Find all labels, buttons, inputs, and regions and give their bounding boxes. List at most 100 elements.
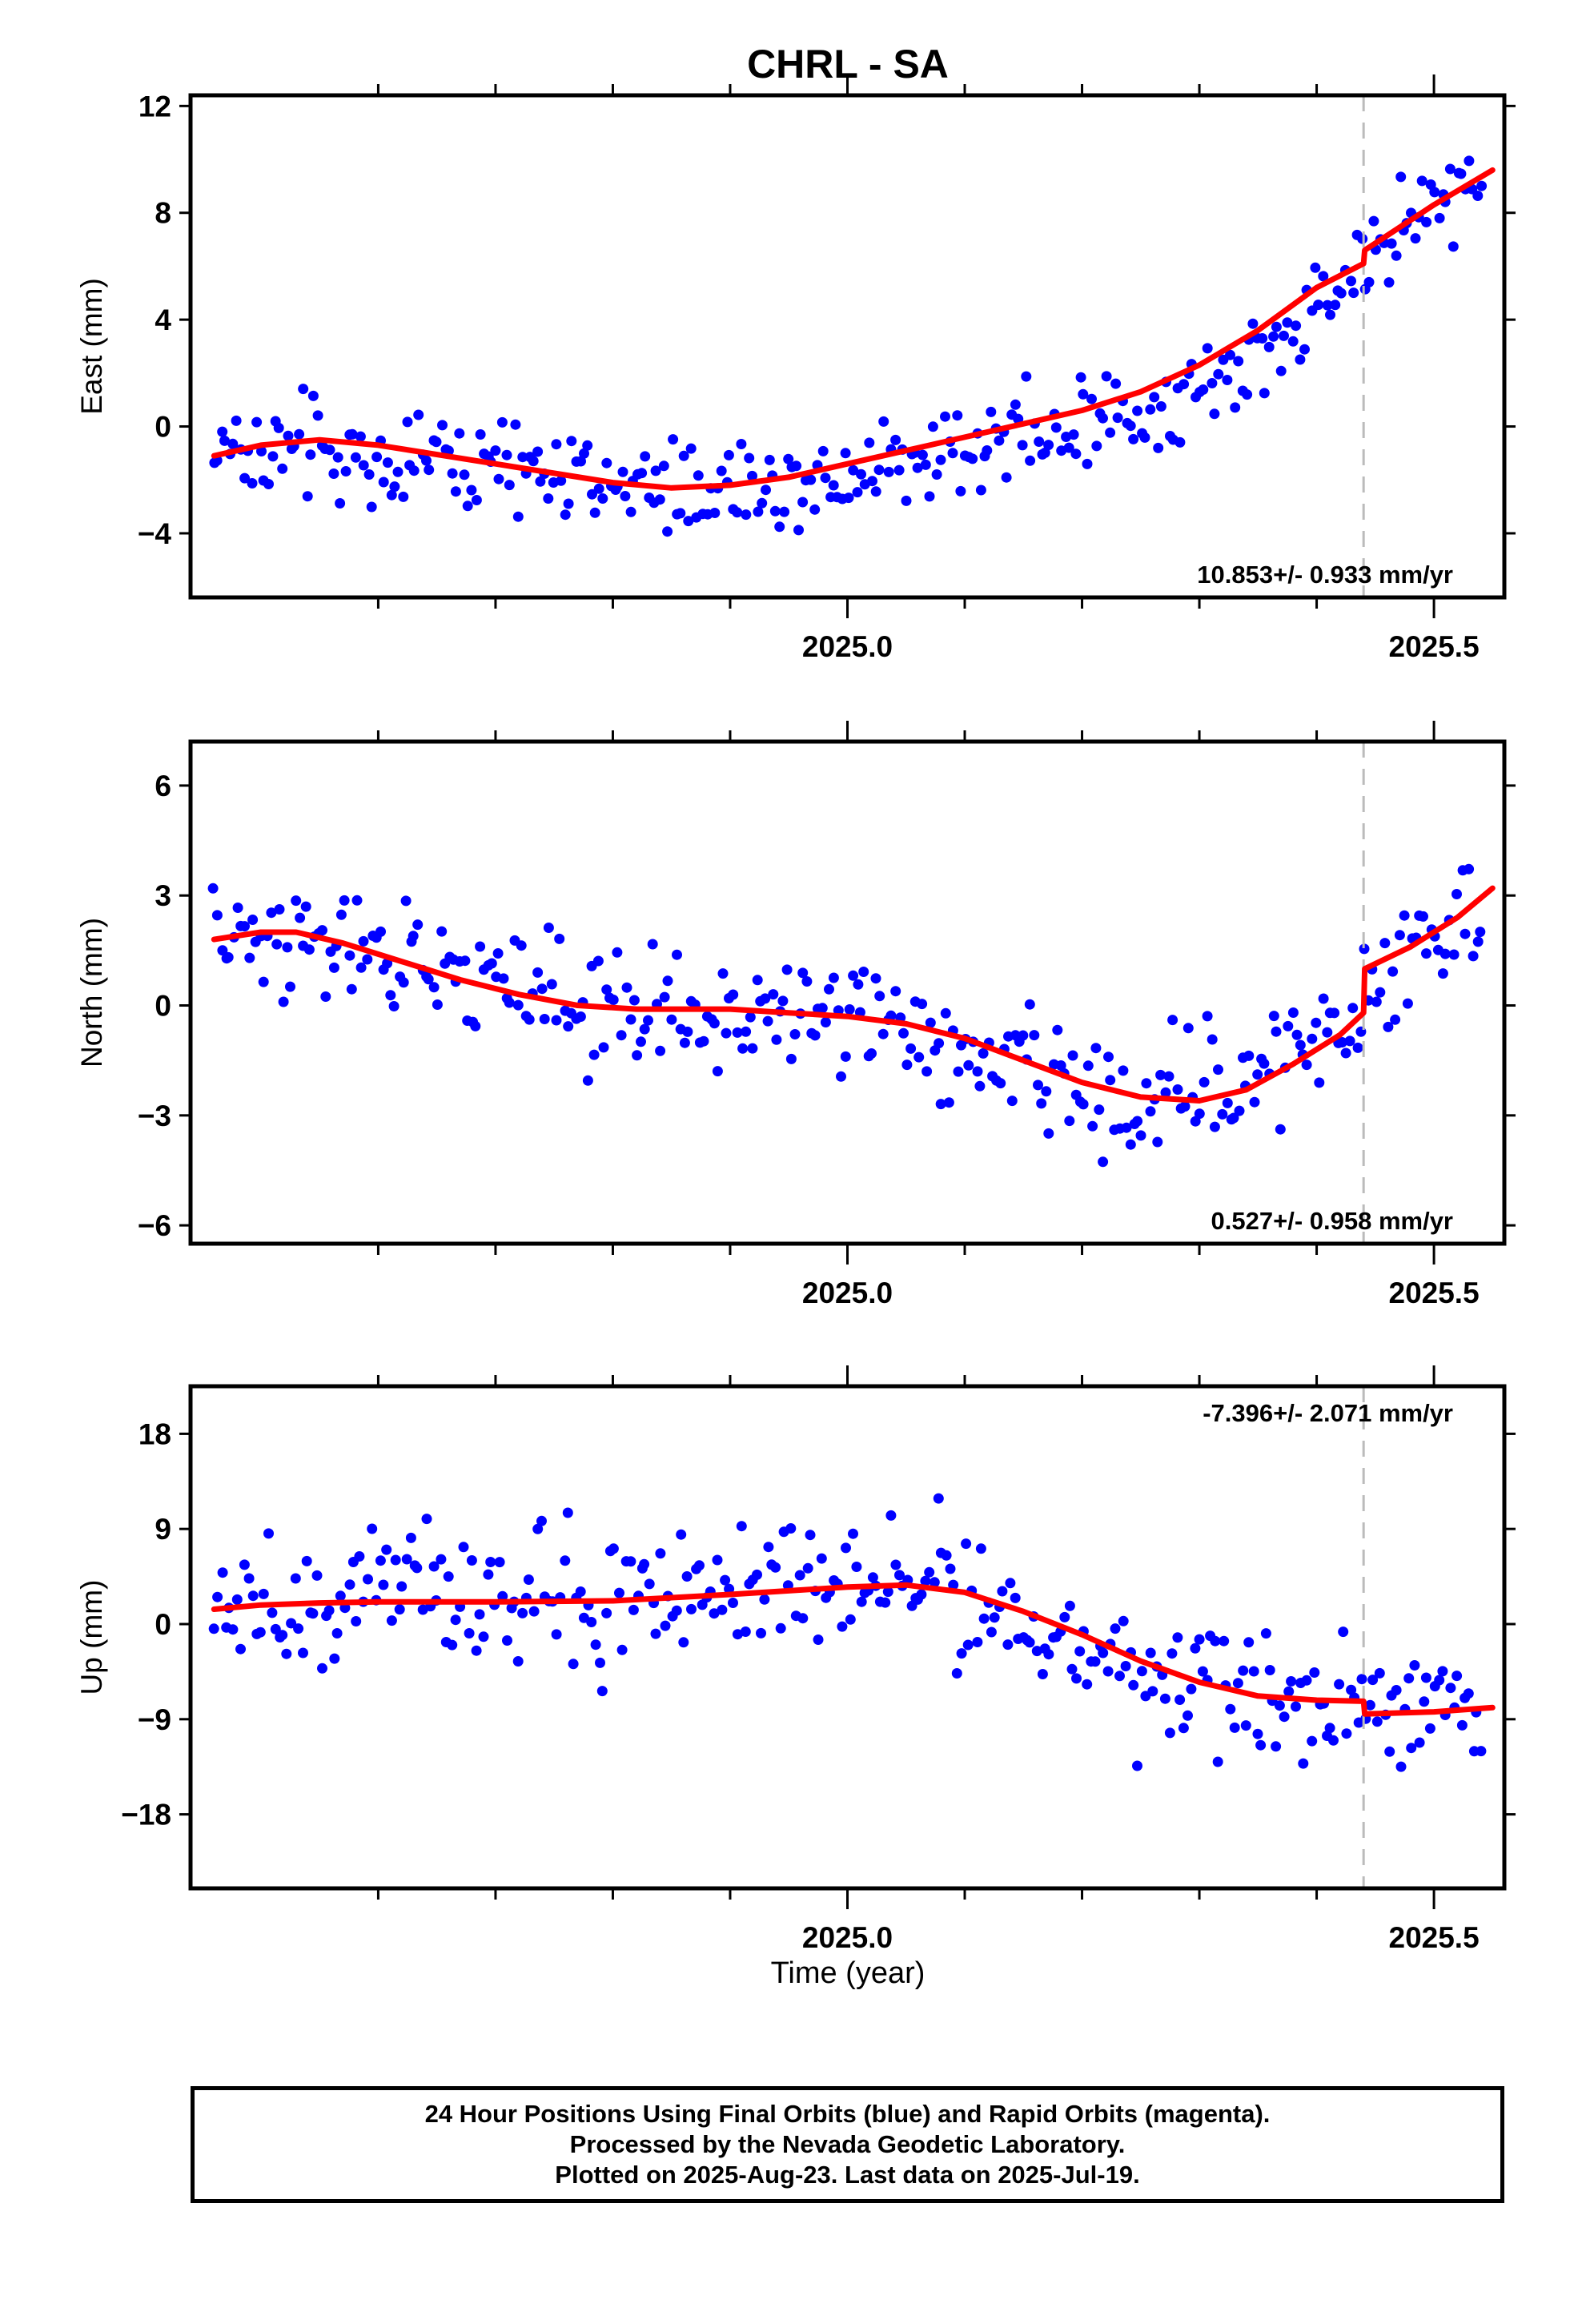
up-data-point <box>890 1559 901 1570</box>
up-data-point <box>258 1588 269 1599</box>
north-data-point <box>1234 1105 1245 1116</box>
up-data-point <box>920 1575 931 1586</box>
up-data-point <box>277 1630 288 1641</box>
up-data-point <box>1147 1686 1158 1697</box>
north-data-point <box>582 1075 593 1086</box>
east-data-point <box>1001 472 1012 483</box>
east-data-point <box>1391 250 1402 261</box>
east-data-point <box>302 491 313 502</box>
up-data-point <box>894 1570 905 1581</box>
up-data-point <box>797 1613 809 1624</box>
north-data-point <box>721 1027 732 1039</box>
north-data-point <box>1090 1043 1102 1054</box>
up-data-point <box>1434 1675 1445 1686</box>
up-data-point <box>1291 1701 1301 1712</box>
east-data-point <box>843 493 854 504</box>
up-data-point <box>293 1623 304 1634</box>
east-data-point <box>952 410 963 421</box>
north-data-point <box>732 1027 743 1038</box>
north-data-point <box>672 949 682 960</box>
north-data-point <box>817 1003 828 1014</box>
north-data-point <box>460 955 471 967</box>
up-data-point <box>1264 1665 1275 1675</box>
north-data-point <box>291 895 302 907</box>
east-data-point <box>512 511 524 522</box>
north-data-point <box>925 1017 936 1028</box>
x-axis-label: Time (year) <box>771 1956 926 1990</box>
up-data-point <box>1298 1758 1309 1769</box>
east-data-point <box>716 465 727 476</box>
north-data-point <box>1311 1017 1322 1028</box>
east-data-point <box>589 507 600 518</box>
up-data-point <box>301 1555 312 1566</box>
north-data-point <box>1352 1042 1363 1053</box>
up-data-point <box>1164 1727 1175 1739</box>
east-data-point <box>693 470 704 481</box>
north-data-point <box>546 979 557 990</box>
north-data-point <box>244 952 255 963</box>
up-data-point <box>1414 1737 1425 1748</box>
up-data-point <box>709 1608 720 1619</box>
east-data-point <box>535 476 546 487</box>
up-y-tick-label: 18 <box>139 1417 171 1450</box>
east-data-point <box>901 495 912 506</box>
east-data-point <box>597 493 608 504</box>
up-data-point <box>1159 1693 1170 1704</box>
up-data-point <box>644 1578 655 1590</box>
up-data-point <box>1252 1728 1263 1739</box>
up-data-point <box>1301 1675 1312 1686</box>
north-data-point <box>1399 910 1410 921</box>
up-data-point <box>235 1643 246 1655</box>
north-data-point <box>358 935 369 947</box>
east-data-point <box>920 459 931 470</box>
east-data-point <box>625 506 636 517</box>
north-data-point <box>1078 1099 1089 1110</box>
up-data-point <box>816 1553 827 1564</box>
east-data-point <box>437 420 448 431</box>
up-data-point <box>655 1548 666 1559</box>
up-data-point <box>805 1530 816 1541</box>
north-data-point <box>543 923 554 933</box>
north-data-point <box>328 962 339 973</box>
up-x-tick-label: 2025.0 <box>802 1921 893 1954</box>
east-data-point <box>774 521 785 533</box>
east-data-point <box>496 416 508 428</box>
up-data-point <box>458 1542 469 1553</box>
east-data-point <box>398 491 409 502</box>
up-data-point <box>1074 1646 1086 1657</box>
east-data-point <box>856 468 866 480</box>
east-data-point <box>543 493 554 504</box>
east-data-point <box>294 428 305 440</box>
north-data-point <box>1475 927 1486 938</box>
up-data-point <box>1178 1723 1189 1734</box>
up-data-point <box>948 1579 959 1590</box>
up-data-point <box>1463 1688 1474 1699</box>
north-data-point <box>475 941 486 952</box>
east-data-point <box>662 526 673 537</box>
east-data-point <box>982 445 993 456</box>
north-data-point <box>1155 1069 1166 1080</box>
east-data-point <box>620 491 631 501</box>
north-data-point <box>1132 1116 1143 1127</box>
east-data-point <box>1132 405 1143 416</box>
north-data-point <box>890 986 901 997</box>
up-data-point <box>851 1562 862 1572</box>
north-data-point <box>554 933 565 944</box>
east-data-point <box>617 466 628 477</box>
up-data-point <box>351 1616 362 1626</box>
north-data-point <box>470 1020 481 1031</box>
up-data-point <box>1286 1676 1297 1687</box>
north-data-point <box>1347 1003 1359 1014</box>
north-data-point <box>940 1007 951 1019</box>
north-data-point <box>1421 948 1431 959</box>
east-data-point <box>820 472 831 484</box>
east-data-point <box>389 481 400 493</box>
up-data-point <box>720 1574 731 1586</box>
east-data-point <box>217 426 228 437</box>
north-data-point <box>824 983 834 995</box>
east-data-point <box>355 431 366 442</box>
east-data-point <box>447 468 458 479</box>
east-data-point <box>654 494 665 505</box>
east-data-point <box>1259 388 1270 399</box>
up-data-point <box>1024 1637 1035 1648</box>
